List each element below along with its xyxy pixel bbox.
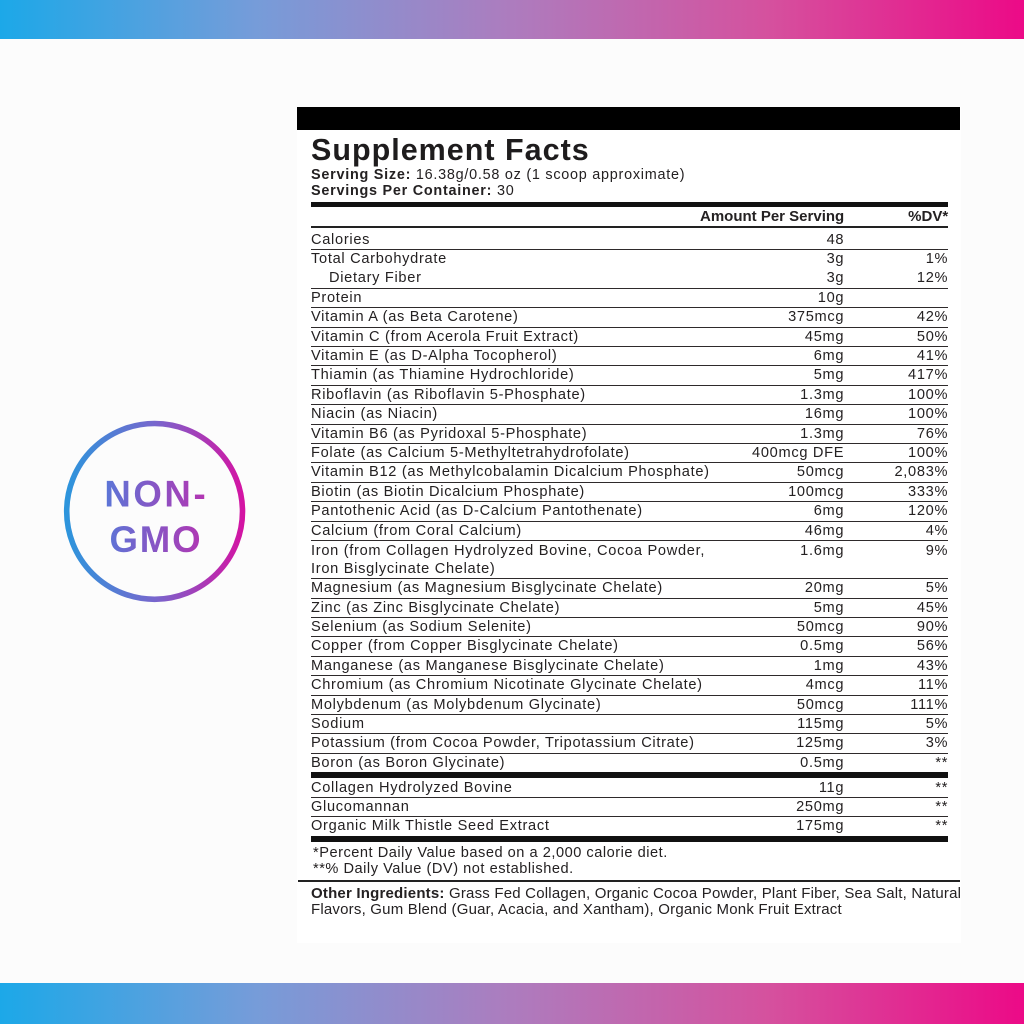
svg-text:NON-: NON-	[104, 474, 208, 515]
svg-text:GMO: GMO	[109, 519, 202, 560]
